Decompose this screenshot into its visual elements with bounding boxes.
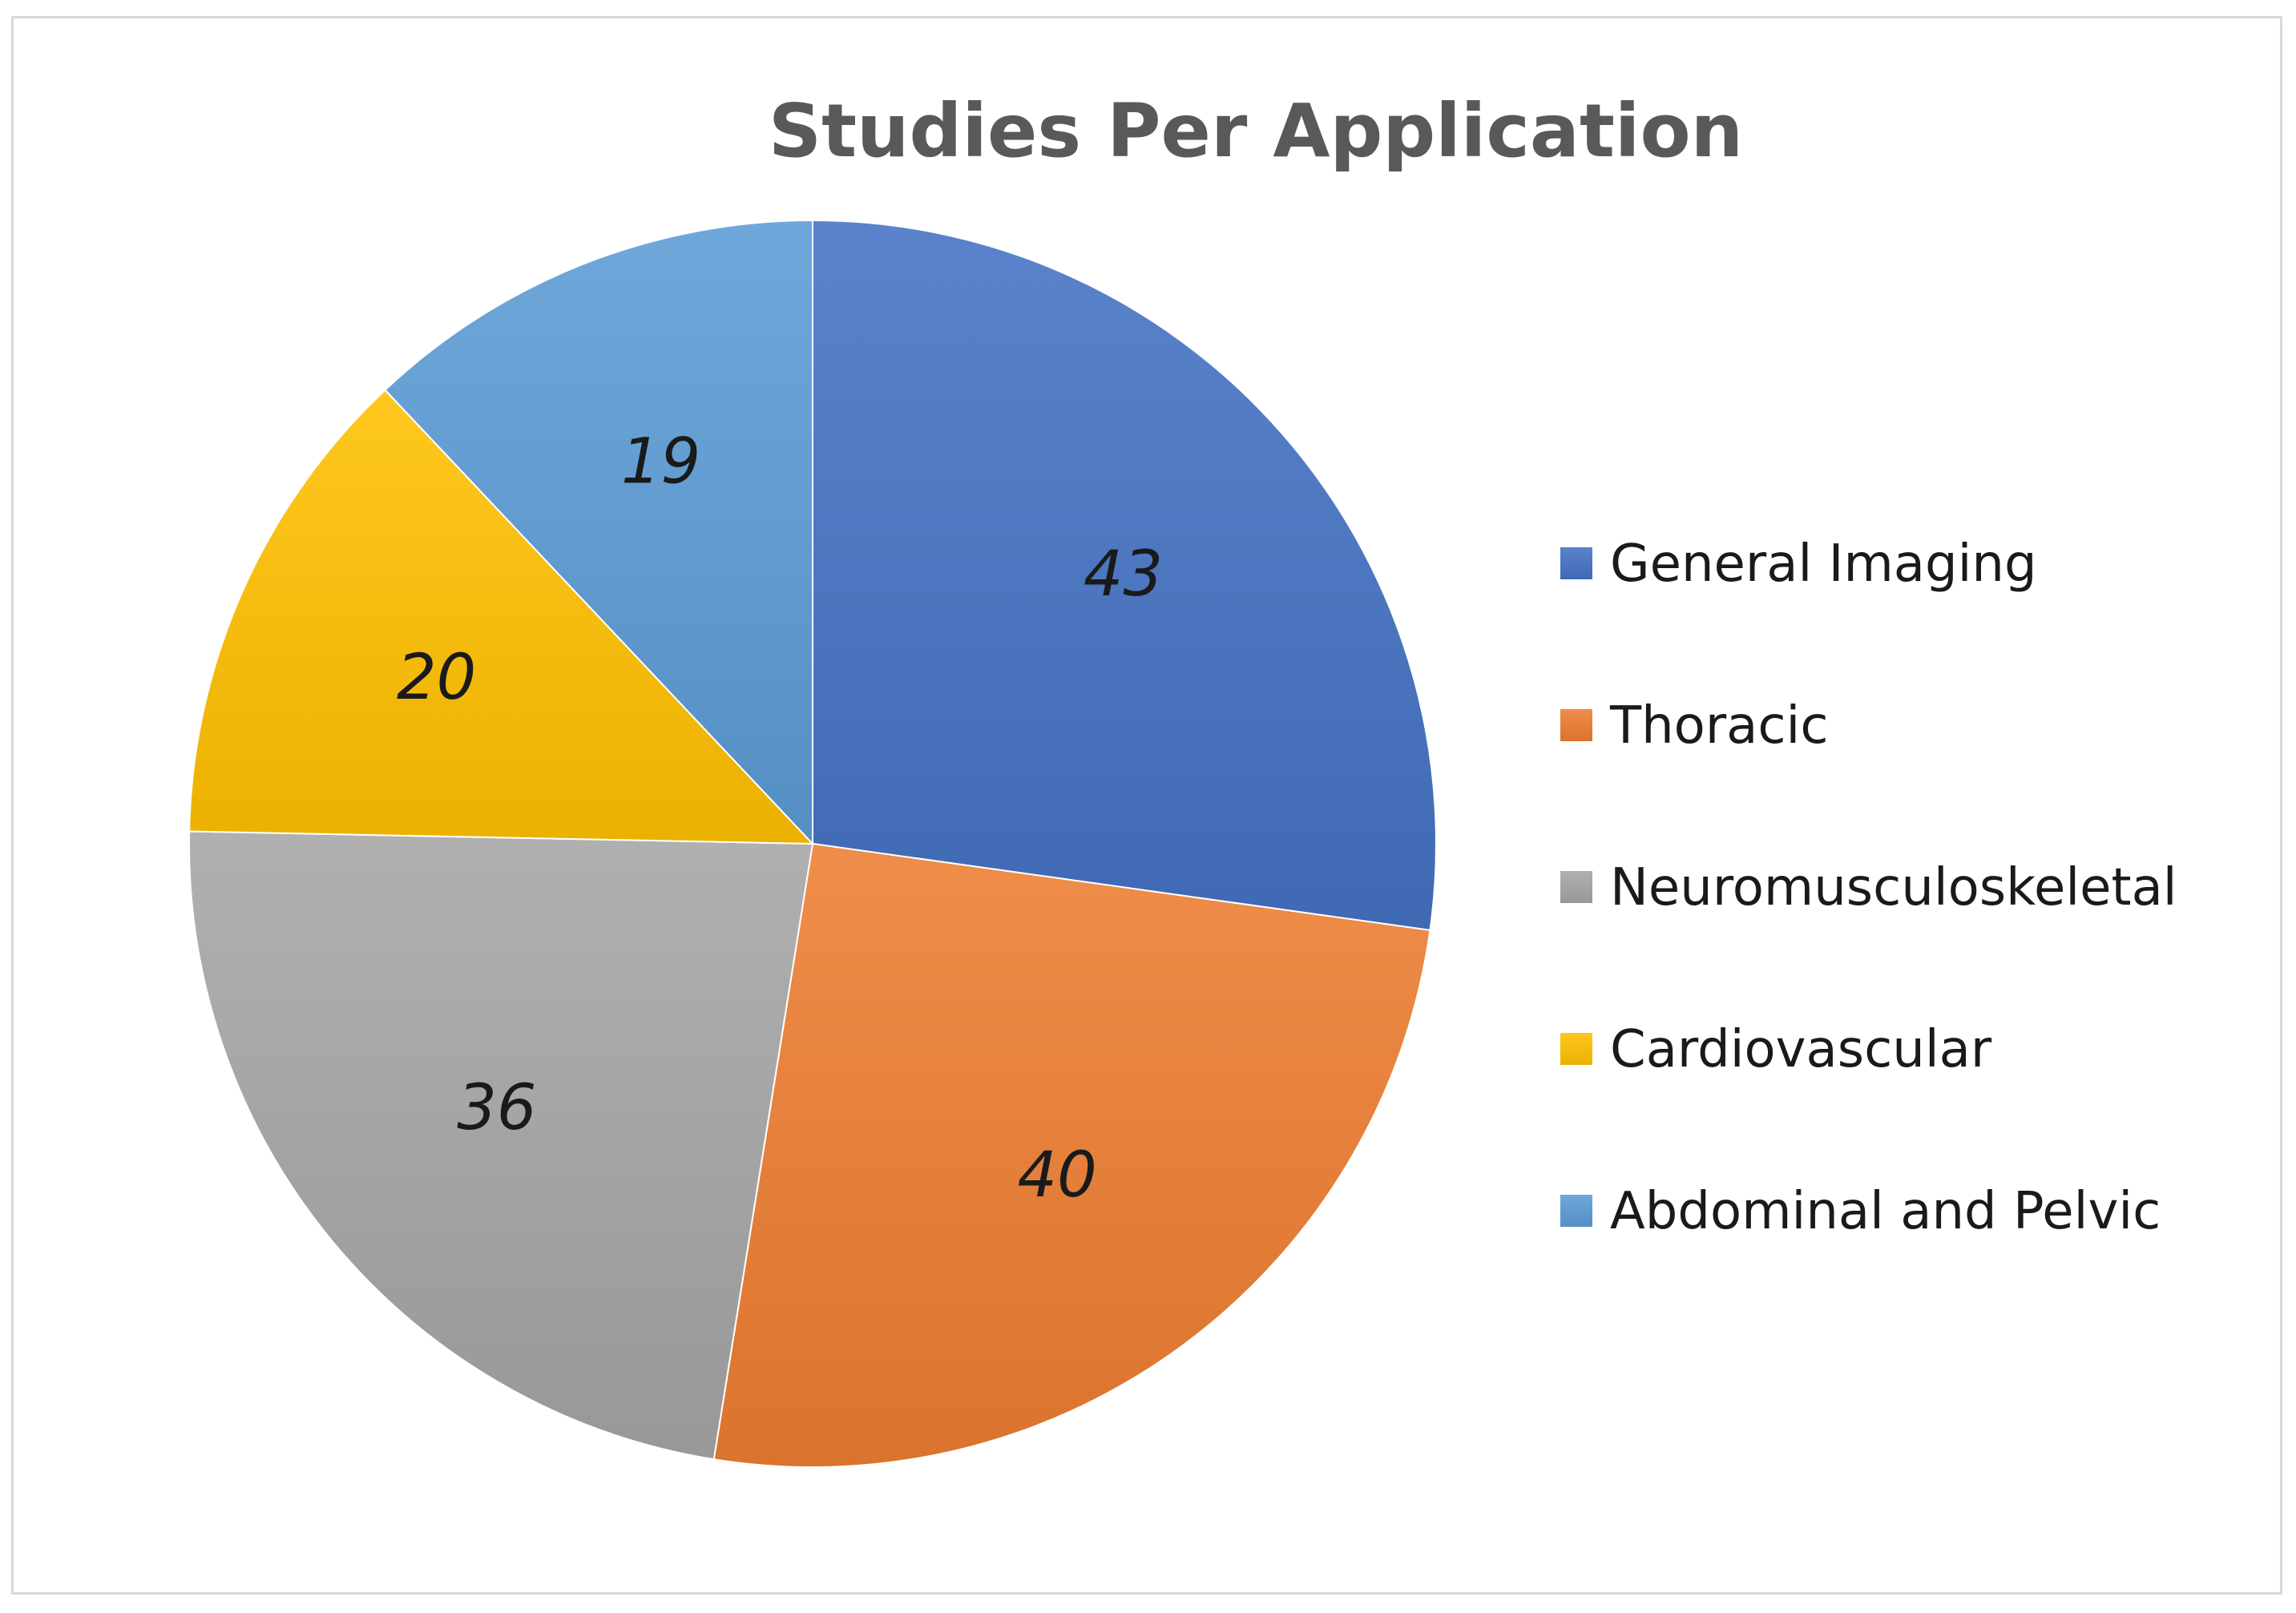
- legend-swatch-neuromusculoskeletal: [1560, 871, 1592, 903]
- pie-slice-thoracic: [712, 842, 1431, 1468]
- pie-slices: [188, 219, 1437, 1468]
- pie-slice-general-imaging: [812, 219, 1437, 932]
- legend-swatch-cardiovascular: [1560, 1033, 1592, 1065]
- legend-swatch-abdominal-and-pelvic: [1560, 1195, 1592, 1227]
- pie-chart: Studies Per Application 43 40 36 20 19 Gener…: [188, 88, 2177, 1468]
- legend-item-neuromusculoskeletal: Neuromusculoskeletal: [1560, 858, 2177, 917]
- legend-label-cardiovascular: Cardiovascular: [1610, 1020, 1992, 1079]
- data-label-general-imaging: 43: [1083, 538, 1163, 611]
- legend-swatch-general-imaging: [1560, 547, 1592, 579]
- data-label-neuromusculoskeletal: 36: [457, 1072, 536, 1144]
- data-label-cardiovascular: 20: [397, 642, 476, 714]
- chart-frame: Studies Per Application 43 40 36 20 19 Gener…: [11, 16, 2282, 1595]
- legend-item-general-imaging: General Imaging: [1560, 534, 2037, 594]
- legend-label-general-imaging: General Imaging: [1610, 534, 2037, 594]
- legend: General Imaging Thoracic Neuromusculoskele…: [1560, 534, 2177, 1241]
- legend-label-neuromusculoskeletal: Neuromusculoskeletal: [1610, 858, 2177, 917]
- data-label-abdominal-and-pelvic: 19: [621, 426, 700, 498]
- legend-label-abdominal-and-pelvic: Abdominal and Pelvic: [1610, 1182, 2161, 1241]
- pie-slice-neuromusculoskeletal: [188, 830, 814, 1461]
- data-label-thoracic: 40: [1017, 1139, 1096, 1212]
- data-labels: 43 40 36 20 19: [397, 426, 1163, 1212]
- legend-label-thoracic: Thoracic: [1609, 696, 1829, 756]
- legend-item-abdominal-and-pelvic: Abdominal and Pelvic: [1560, 1182, 2161, 1241]
- legend-item-thoracic: Thoracic: [1560, 696, 1829, 756]
- legend-swatch-thoracic: [1560, 709, 1592, 741]
- pie-slice-abdominal-and-pelvic: [384, 219, 813, 846]
- legend-item-cardiovascular: Cardiovascular: [1560, 1020, 1992, 1079]
- pie-slice-cardiovascular: [188, 389, 815, 845]
- chart-title: Studies Per Application: [769, 88, 1743, 174]
